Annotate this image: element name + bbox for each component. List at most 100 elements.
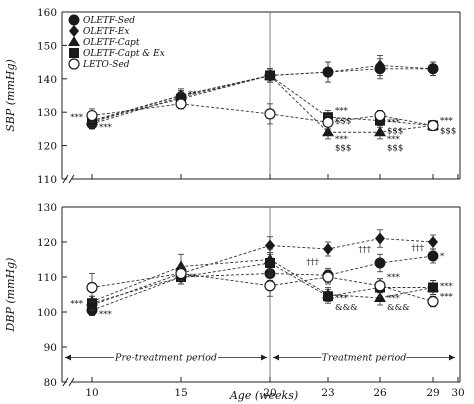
legend-item [68,36,80,46]
significance-marker: ††† [358,245,372,255]
series-oletf-sed [86,248,439,316]
axis-break-mark [68,174,75,184]
significance-marker: $$$ [387,143,403,153]
data-point [374,292,386,302]
significance-marker: $$$ [335,143,351,153]
significance-marker: *** [387,118,401,128]
legend-label: OLETF-Sed [83,16,135,26]
data-point [265,239,275,252]
legend-label: OLETF-Ex [83,27,129,37]
series-oletf-sed [86,58,439,130]
data-point [264,108,276,120]
x-axis-label: Age (weeks) [229,389,298,402]
x-tick-label: 30 [451,387,464,399]
data-point [374,257,386,269]
period-label: Pre-treatment period [114,353,217,364]
data-point [86,109,98,122]
legend-item [69,48,79,58]
significance-marker: *** [440,117,454,127]
x-tick-label: 10 [85,387,98,399]
data-point [175,98,187,110]
arrow-head [273,354,279,361]
data-point [323,66,333,79]
significance-marker: *** [387,135,401,145]
arrow-head [261,354,267,361]
data-point [322,271,334,283]
y-tick-label: 150 [37,40,57,52]
significance-marker: *** [387,273,401,283]
x-tick-label: 15 [174,387,187,399]
legend-item [68,14,80,26]
legend-item [69,25,79,37]
y-tick-label: 110 [37,272,57,284]
y-tick-label: 140 [37,74,57,86]
data-point [323,243,333,255]
x-tick-label: 20 [263,387,276,399]
series-line [91,68,433,125]
data-point [427,250,439,262]
axis-break-mark [68,377,75,387]
period-label: Treatment period [322,353,407,364]
y-tick-label: 90 [44,342,57,354]
y-tick-label: 120 [37,141,57,153]
period-indicator [65,350,267,364]
data-point [322,126,334,137]
data-point [375,232,385,245]
y-tick-label: 80 [44,377,57,389]
series-line [91,273,434,302]
data-point [265,258,275,268]
significance-marker: *** [335,294,349,304]
x-tick-label: 23 [321,387,334,399]
significance-marker: * [440,252,445,262]
data-point [265,70,275,81]
legend-marker [69,48,79,58]
legend-label: OLETF-Capt [83,38,140,48]
data-point [323,291,333,302]
y-tick-label: 120 [37,237,57,249]
period-label-bg [114,350,218,364]
significance-marker: ** [188,273,197,283]
significance-marker: *** [99,123,113,133]
series-oletf-capt-ex [87,68,438,131]
significance-marker: *** [70,299,84,309]
y-tick-label: 160 [37,7,57,19]
data-point [428,62,438,75]
legend-marker [68,14,80,26]
data-point [86,281,98,294]
significance-marker: $$$ [335,117,351,127]
data-point [375,59,385,72]
y-tick-label: 130 [37,202,57,214]
significance-marker: *** [99,310,113,320]
data-point [428,236,438,248]
legend-marker [68,58,80,70]
series-leto-sed [86,266,439,308]
y-axis-label: SBP (mmHg) [4,59,17,132]
y-axis-label: DBP (mmHg) [4,258,17,333]
significance-marker: *** [387,294,401,304]
data-point [374,280,386,292]
legend-label: OLETF-Capt & Ex [83,49,165,59]
series-oletf-ex [87,55,438,129]
significance-marker: *** [335,135,349,145]
data-point [427,119,439,132]
significance-marker: *** [335,107,349,117]
significance-marker: ††† [411,243,425,253]
significance-marker: *** [70,113,84,123]
y-tick-label: 130 [37,107,57,119]
data-point [428,282,438,293]
significance-marker: &&& [335,303,358,313]
significance-marker: ** [188,90,197,100]
significance-marker: $$$ [387,127,403,137]
significance-marker: *** [440,282,454,292]
legend-marker [68,36,80,46]
significance-marker: ††† [306,257,320,267]
legend-label: LETO-Sed [82,60,130,70]
period-label-bg [321,350,407,364]
series-line [91,74,434,127]
legend-item [68,58,80,70]
legend-marker [69,25,79,37]
series-line [91,262,433,304]
series-oletf-ex [87,229,438,311]
significance-marker: *** [440,292,454,302]
